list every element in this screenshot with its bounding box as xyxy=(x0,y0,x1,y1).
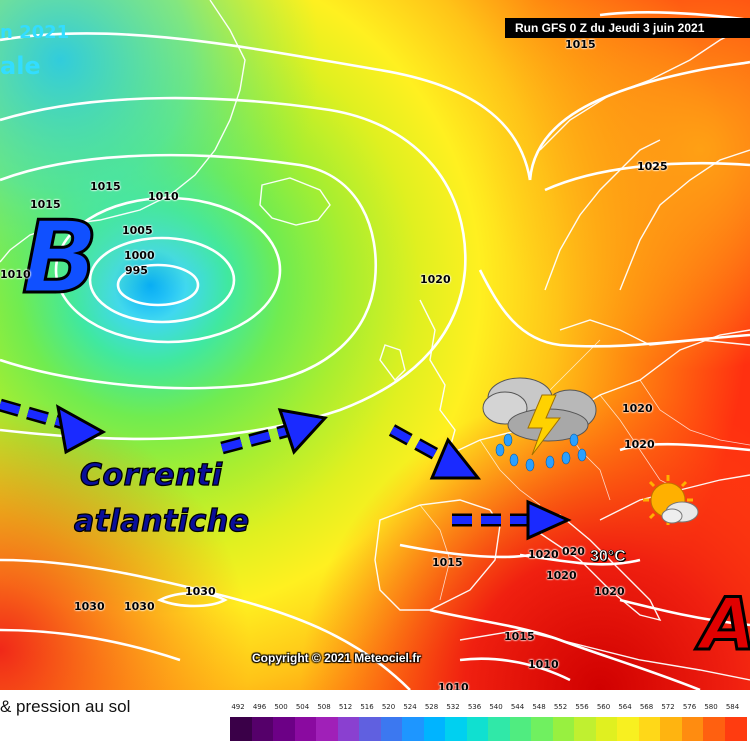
scale-tick-label: 572 xyxy=(661,703,675,711)
scale-swatch xyxy=(703,717,725,741)
scale-swatch xyxy=(660,717,682,741)
arrow-france xyxy=(388,424,482,480)
isobar-label: 995 xyxy=(125,264,148,277)
isobar-label: 1020 xyxy=(624,438,655,451)
isobar-label: 1015 xyxy=(504,630,535,643)
copyright-text: Copyright © 2021 Meteociel.fr xyxy=(252,651,421,665)
scale-tick-label: 580 xyxy=(704,703,718,711)
isobars xyxy=(0,10,750,690)
isobar-label: 1030 xyxy=(74,600,105,613)
scale-swatch xyxy=(423,717,446,741)
caption-line-1: Correnti xyxy=(79,457,223,493)
scale-tick-label: 556 xyxy=(575,703,589,711)
scale-tick-label: 552 xyxy=(553,703,568,711)
low-pressure-label: B xyxy=(20,199,99,316)
arrow-italy xyxy=(452,499,572,541)
scale-tick-label: 528 xyxy=(424,703,439,711)
title-partial: n 2021 xyxy=(0,22,70,43)
scale-swatch xyxy=(466,717,489,741)
weather-map: n 2021 ale Run GFS 0 Z du Jeudi 3 juin 2… xyxy=(0,0,750,690)
run-label: Run GFS 0 Z du Jeudi 3 juin 2021 xyxy=(505,18,750,38)
high-pressure-label: A xyxy=(699,587,750,662)
isobar-label: 1020 xyxy=(420,273,451,286)
scale-tick-label: 544 xyxy=(510,703,525,711)
isobar-label: 020 xyxy=(562,545,585,558)
isobar-label: 1010 xyxy=(438,681,469,690)
scale-tick-label: 548 xyxy=(532,703,546,711)
scale-swatch xyxy=(617,717,639,741)
scale-swatch xyxy=(724,717,747,741)
arrow-west xyxy=(0,398,107,455)
coastlines xyxy=(0,0,750,680)
isobar-label: 1015 xyxy=(565,38,596,51)
isobar-label: 1015 xyxy=(30,198,61,211)
isobar-label: 1010 xyxy=(528,658,559,671)
isobar-label: 1010 xyxy=(0,268,31,281)
scale-tick-label: 520 xyxy=(381,703,396,711)
scale-tick-label: 564 xyxy=(618,703,632,711)
temperature-label: 30°C xyxy=(590,548,626,566)
scale-swatch xyxy=(488,717,510,741)
isobar-label: 1000 xyxy=(124,249,155,262)
scale-swatch xyxy=(574,717,596,741)
arrow-mid xyxy=(220,408,328,455)
isobar-label: 1015 xyxy=(432,556,463,569)
isobar-label: 1010 xyxy=(148,190,179,203)
scale-swatch xyxy=(273,717,295,741)
scale-swatch xyxy=(509,717,532,741)
title-partial-2: ale xyxy=(0,52,41,80)
scale-tick-label: 584 xyxy=(725,703,740,711)
isobar-label: 1020 xyxy=(546,569,577,582)
thunderstorm-icon xyxy=(482,377,597,472)
sun-cloud-icon xyxy=(643,475,699,525)
scale-tick-label: 496 xyxy=(252,703,267,711)
isobar-label: 1015 xyxy=(90,180,121,193)
scale-swatch xyxy=(230,717,252,741)
scale-tick-label: 540 xyxy=(489,703,503,711)
isobar-label: 1020 xyxy=(528,548,559,561)
isobar-label: 1020 xyxy=(594,585,625,598)
scale-tick-label: 568 xyxy=(639,703,654,711)
scale-swatch xyxy=(316,717,338,741)
scale-swatch xyxy=(595,717,618,741)
caption-line-2: atlantiche xyxy=(73,503,250,539)
scale-tick-label: 500 xyxy=(274,703,288,711)
scale-tick-label: 492 xyxy=(231,703,245,711)
scale-tick-label: 508 xyxy=(317,703,331,711)
scale-swatch xyxy=(552,717,575,741)
scale-tick-label: 560 xyxy=(596,703,611,711)
scale-swatch xyxy=(402,717,424,741)
isobar-label: 1025 xyxy=(637,160,668,173)
isobar-label: 1030 xyxy=(185,585,216,598)
map-canvas xyxy=(0,0,750,690)
isobar-label: 1030 xyxy=(124,600,155,613)
scale-swatch xyxy=(251,717,274,741)
scale-swatch xyxy=(445,717,467,741)
scale-swatch xyxy=(359,717,381,741)
scale-swatch xyxy=(337,717,360,741)
isobar-label: 1020 xyxy=(622,402,653,415)
isobar-label: 1005 xyxy=(122,224,153,237)
scale-swatch xyxy=(380,717,403,741)
scale-tick-label: 524 xyxy=(403,703,417,711)
scale-tick-label: 516 xyxy=(360,703,374,711)
scale-tick-label: 532 xyxy=(446,703,460,711)
scale-tick-label: 576 xyxy=(682,703,697,711)
scale-swatch xyxy=(681,717,704,741)
legend-title: & pression au sol xyxy=(0,697,131,716)
scale-tick-label: 536 xyxy=(467,703,482,711)
flow-arrows xyxy=(0,398,572,541)
scale-swatch xyxy=(531,717,553,741)
scale-swatch xyxy=(294,717,317,741)
scale-tick-label: 504 xyxy=(295,703,310,711)
scale-swatch xyxy=(638,717,661,741)
scale-tick-label: 512 xyxy=(338,703,353,711)
